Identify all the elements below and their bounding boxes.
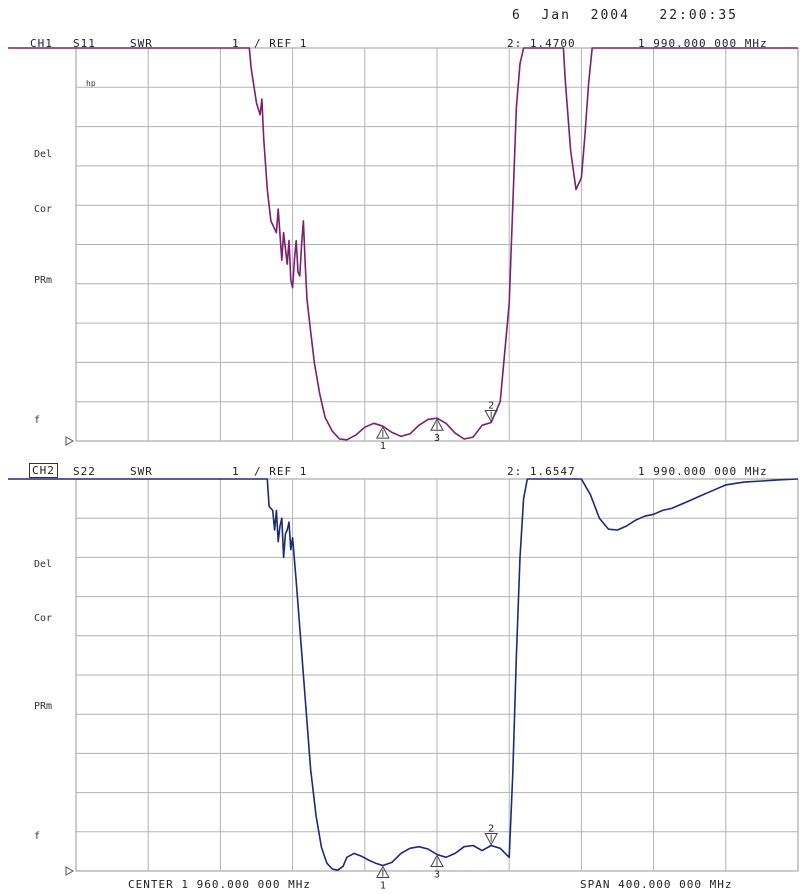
ch2-marker-freq: 1 990.000 000 MHz: [638, 465, 768, 478]
span-label: SPAN 400.000 000 MHz: [580, 878, 733, 891]
ch2-channel-label: CH2: [29, 463, 58, 478]
ch2-annotation-prm: PRm: [34, 701, 53, 712]
ch2-annotation-del: Del: [34, 559, 53, 570]
ch1-scale-label: 1: [232, 37, 240, 50]
ch2-param-label: S22: [73, 465, 96, 478]
ch2-marker-2-triangle: [484, 833, 498, 846]
ch1-format-label: SWR: [130, 37, 153, 50]
ch1-marker-2-triangle: [484, 410, 498, 423]
ch2-trace: [8, 478, 799, 871]
ch1-marker-3-label: 3: [434, 433, 440, 444]
ch2-marker-readout: 2: 1.6547: [507, 465, 576, 478]
ch1-marker-freq: 1 990.000 000 MHz: [638, 37, 768, 50]
ch1-marker-1-label: 1: [380, 441, 386, 452]
ch2-marker-3-triangle: [430, 854, 444, 868]
ch2-annotation-cor: Cor: [34, 613, 53, 624]
ch1-channel-label: CH1: [30, 37, 53, 50]
ch1-marker-1-triangle: [376, 426, 390, 439]
timestamp: 6 Jan 2004 22:00:35: [512, 8, 739, 23]
ch1-marker-3-triangle: [430, 418, 444, 431]
ch2-marker-3-label: 3: [434, 870, 440, 881]
ch2-marker-1-triangle: [376, 865, 390, 879]
ch1-marker-2-label: 2: [488, 401, 494, 412]
ch1-annotation-hp: hp: [86, 79, 96, 88]
ch1-annotation-prm: PRm: [34, 275, 53, 286]
ch2-reference-position-marker: [65, 866, 75, 876]
ch2-ref-label: / REF 1: [254, 465, 308, 478]
ch2-marker-1-label: 1: [380, 881, 386, 892]
ch2-scale-label: 1: [232, 465, 240, 478]
ch1-reference-position-marker: [65, 436, 75, 446]
ch1-ref-label: / REF 1: [254, 37, 308, 50]
ch1-annotation-f: f: [34, 415, 41, 426]
ch2-format-label: SWR: [130, 465, 153, 478]
ch1-param-label: S11: [73, 37, 96, 50]
ch2-marker-2-label: 2: [488, 824, 494, 835]
center-frequency-label: CENTER 1 960.000 000 MHz: [128, 878, 311, 891]
ch2-annotation-f: f: [34, 831, 41, 842]
ch1-marker-readout: 2: 1.4700: [507, 37, 576, 50]
ch1-trace: [8, 47, 798, 441]
ch1-annotation-del: Del: [34, 149, 53, 160]
ch1-annotation-cor: Cor: [34, 204, 53, 215]
